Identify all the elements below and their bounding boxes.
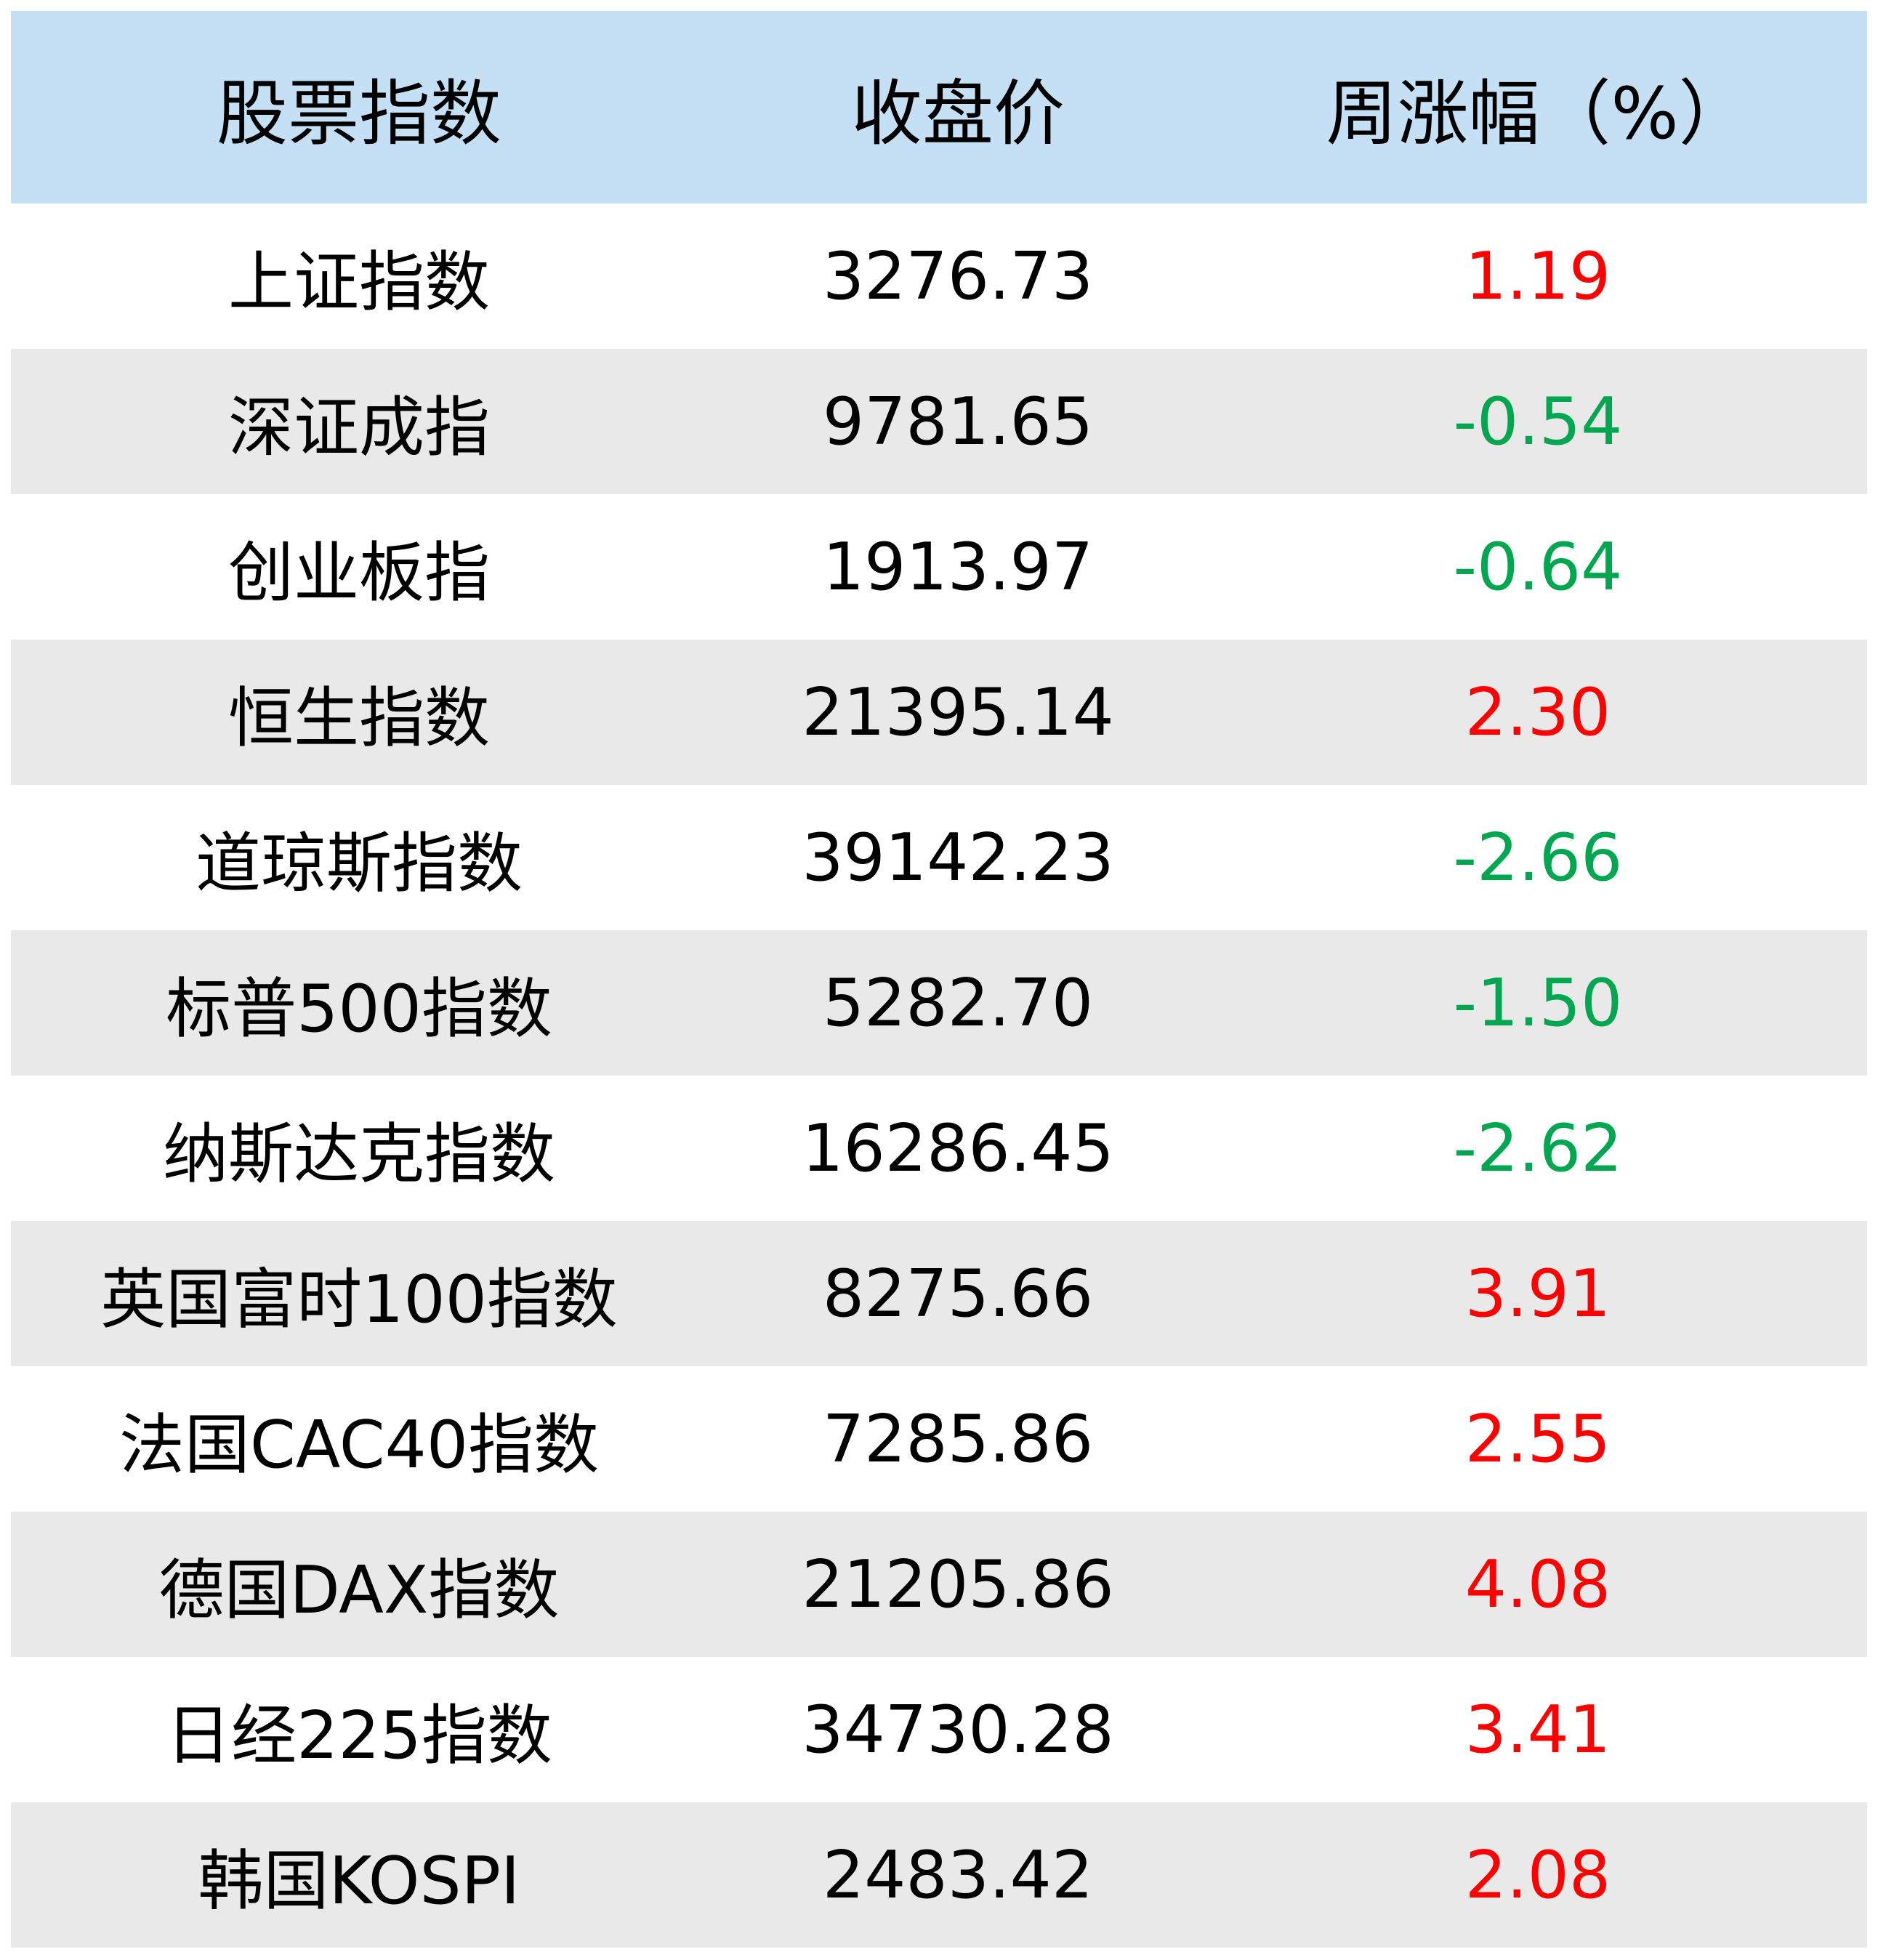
table-row: 创业板指 1913.97 -0.64 [11, 494, 1867, 640]
table-row: 标普500指数 5282.70 -1.50 [11, 930, 1867, 1076]
weekly-change-cell: 2.55 [1464, 1400, 1611, 1477]
close-price-cell: 34730.28 [802, 1691, 1114, 1768]
close-price-cell: 21395.14 [802, 674, 1114, 751]
close-price-cell: 7285.86 [822, 1400, 1094, 1477]
index-name-cell: 纳斯达克指数 [163, 1116, 555, 1193]
header-index-name: 股票指数 [216, 72, 501, 156]
index-name-cell: 法国CAC40指数 [118, 1407, 600, 1483]
table-row: 韩国KOSPI 2483.42 2.08 [11, 1802, 1867, 1948]
index-name-cell: 标普500指数 [166, 971, 552, 1047]
weekly-change-cell: 4.08 [1464, 1546, 1611, 1623]
close-price-cell: 8275.66 [822, 1255, 1094, 1332]
close-price-cell: 21205.86 [802, 1546, 1114, 1623]
weekly-change-cell: 2.08 [1464, 1836, 1611, 1913]
index-name-cell: 道琼斯指数 [196, 826, 523, 902]
table-row: 纳斯达克指数 16286.45 -2.62 [11, 1076, 1867, 1221]
index-name-cell: 日经225指数 [166, 1698, 552, 1774]
weekly-change-cell: -0.54 [1453, 383, 1623, 460]
table-row: 深证成指 9781.65 -0.54 [11, 349, 1867, 494]
index-name-cell: 韩国KOSPI [198, 1843, 520, 1919]
weekly-change-cell: -2.66 [1453, 819, 1623, 896]
table-row: 英国富时100指数 8275.66 3.91 [11, 1221, 1867, 1366]
table-header: 股票指数 收盘价 周涨幅（%） [11, 11, 1867, 203]
index-name-cell: 英国富时100指数 [100, 1262, 618, 1338]
weekly-change-cell: 2.30 [1464, 674, 1611, 751]
close-price-cell: 16286.45 [802, 1110, 1114, 1187]
close-price-cell: 9781.65 [822, 383, 1094, 460]
weekly-change-cell: -2.62 [1453, 1110, 1623, 1187]
header-close-price: 收盘价 [850, 72, 1065, 156]
weekly-change-cell: -0.64 [1453, 528, 1623, 605]
table-row: 日经225指数 34730.28 3.41 [11, 1657, 1867, 1802]
index-name-cell: 恒生指数 [228, 680, 490, 757]
close-price-cell: 39142.23 [802, 819, 1114, 896]
index-name-cell: 上证指数 [228, 244, 490, 320]
index-table: 股票指数 收盘价 周涨幅（%） 上证指数 3276.73 1.19 深证成指 9… [11, 11, 1867, 1948]
table-row: 道琼斯指数 39142.23 -2.66 [11, 785, 1867, 930]
close-price-cell: 5282.70 [822, 964, 1094, 1041]
index-name-cell: 创业板指 [228, 535, 490, 611]
weekly-change-cell: -1.50 [1453, 964, 1623, 1041]
table-row: 恒生指数 21395.14 2.30 [11, 640, 1867, 785]
close-price-cell: 3276.73 [822, 238, 1094, 315]
table-row: 上证指数 3276.73 1.19 [11, 203, 1867, 349]
index-name-cell: 深证成指 [228, 390, 490, 466]
weekly-change-cell: 1.19 [1464, 238, 1611, 315]
weekly-change-cell: 3.91 [1464, 1255, 1611, 1332]
header-weekly-change: 周涨幅（%） [1326, 72, 1750, 156]
close-price-cell: 1913.97 [822, 528, 1094, 605]
table-row: 德国DAX指数 21205.86 4.08 [11, 1512, 1867, 1657]
table-row: 法国CAC40指数 7285.86 2.55 [11, 1366, 1867, 1512]
index-name-cell: 德国DAX指数 [158, 1552, 560, 1629]
weekly-change-cell: 3.41 [1464, 1691, 1611, 1768]
close-price-cell: 2483.42 [822, 1836, 1094, 1913]
